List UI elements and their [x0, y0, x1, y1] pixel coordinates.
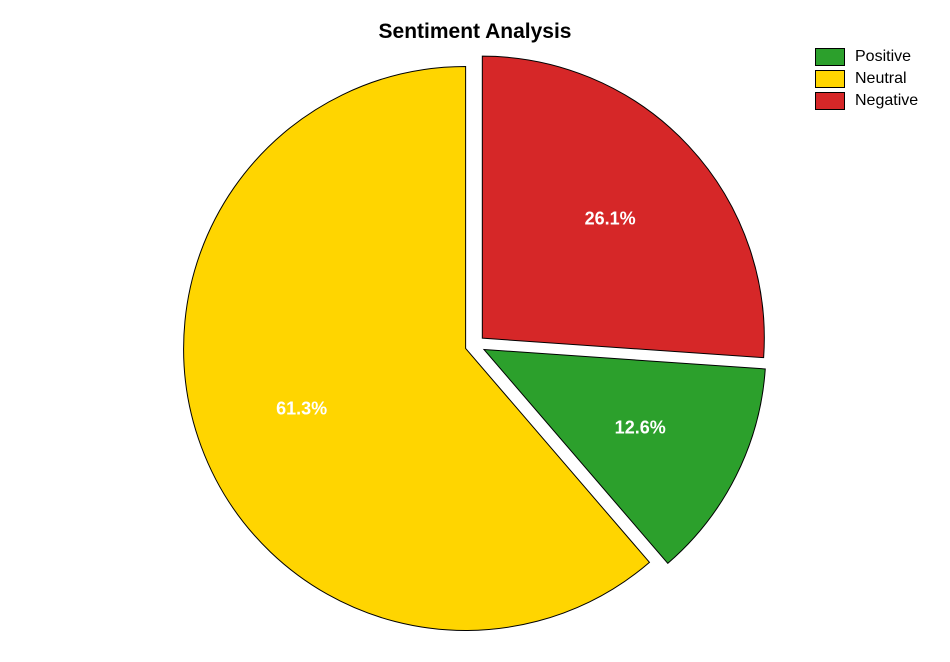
pie-label-neutral: 61.3% [276, 399, 327, 420]
pie-label-positive: 12.6% [615, 417, 666, 438]
pie-labels-layer: 26.1% 12.6% 61.3% [0, 0, 950, 662]
legend-swatch-positive [815, 48, 845, 66]
legend-swatch-negative [815, 92, 845, 110]
legend-item-negative: Negative [815, 92, 918, 110]
legend: Positive Neutral Negative [815, 48, 918, 114]
legend-label-neutral: Neutral [855, 70, 907, 88]
legend-item-neutral: Neutral [815, 70, 918, 88]
legend-label-negative: Negative [855, 92, 918, 110]
legend-item-positive: Positive [815, 48, 918, 66]
pie-label-negative: 26.1% [585, 208, 636, 229]
legend-label-positive: Positive [855, 48, 911, 66]
legend-swatch-neutral [815, 70, 845, 88]
